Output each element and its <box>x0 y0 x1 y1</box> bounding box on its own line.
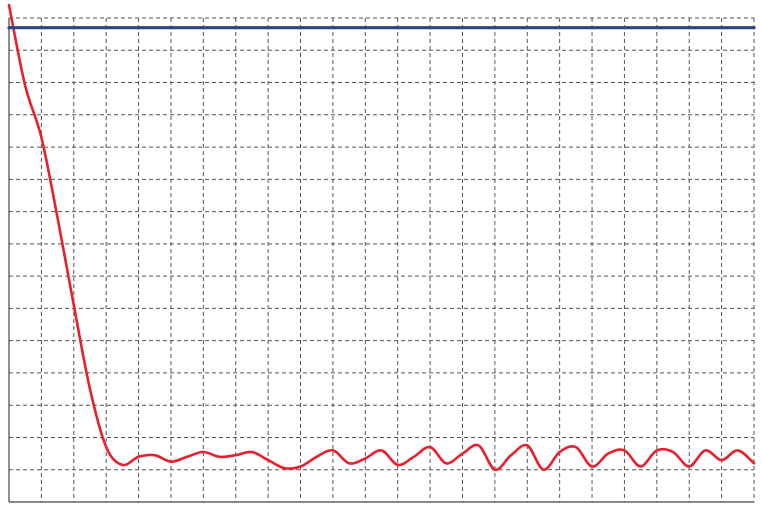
grid <box>9 17 755 502</box>
axes <box>8 18 754 503</box>
series-line-1 <box>7 3 756 472</box>
series <box>7 3 756 472</box>
